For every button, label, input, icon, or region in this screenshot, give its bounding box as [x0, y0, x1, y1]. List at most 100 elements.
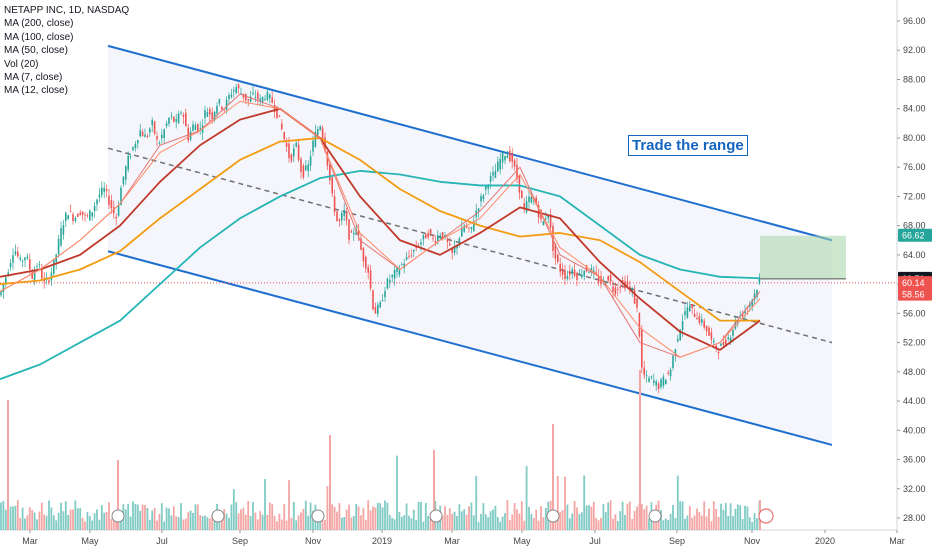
candle-body [393, 269, 396, 279]
candle-body [722, 341, 725, 345]
candle-body [504, 156, 506, 161]
candle-body [377, 304, 379, 315]
volume-bar [2, 500, 5, 530]
volume-bar [364, 519, 367, 530]
candle-body [542, 221, 545, 226]
candle-body [384, 291, 386, 298]
volume-bar [338, 503, 341, 530]
candle-body [194, 125, 197, 131]
earnings-marker [648, 509, 662, 523]
volume-bar [360, 515, 362, 530]
candle-body [655, 381, 657, 386]
candle-body [38, 264, 41, 266]
volume-bar [134, 504, 137, 530]
volume-bar [475, 475, 478, 530]
legend-symbol[interactable]: NETAPP INC, 1D, NASDAQ [4, 5, 130, 16]
volume-bar [729, 503, 732, 530]
candle-body [487, 185, 489, 189]
risk-reward-zones[interactable] [0, 235, 897, 284]
candle-body [24, 257, 26, 261]
candle-body [744, 310, 746, 314]
indicator-legend: NETAPP INC, 1D, NASDAQ MA (200, close) M… [4, 4, 129, 98]
legend-ma-12[interactable]: MA (12, close) [4, 85, 68, 97]
volume-bar [444, 506, 446, 530]
volume-bar [626, 503, 629, 530]
volume-bar [429, 513, 432, 530]
volume-bar [355, 503, 358, 530]
candle-body [489, 175, 492, 182]
legend-ma-200[interactable]: MA (200, close) [4, 18, 74, 30]
volume-bar [686, 515, 689, 530]
candle-body [518, 175, 521, 193]
legend-ma-100[interactable]: MA (100, close) [4, 31, 74, 43]
volume-bar [624, 514, 626, 530]
volume-bar [14, 505, 17, 530]
candle-body [451, 247, 453, 253]
volume-bar [573, 500, 576, 530]
candle-body [379, 302, 381, 308]
candle-body [36, 266, 38, 267]
volume-bar [38, 511, 41, 530]
y-tick-label: 64.00 [903, 250, 926, 260]
legend-ma-7[interactable]: MA (7, close) [4, 72, 63, 84]
y-tick-label: 48.00 [903, 367, 926, 377]
candle-body [240, 93, 242, 95]
volume-bar [614, 514, 617, 530]
volume-bar [595, 518, 598, 530]
volume-bar [271, 504, 274, 530]
candle-body [192, 124, 194, 131]
candle-body [535, 197, 537, 205]
volume-bar [597, 520, 600, 530]
volume-bar [604, 512, 607, 530]
y-tick-label: 72.00 [903, 191, 926, 201]
volume-bar [684, 518, 686, 530]
candle-body [62, 225, 65, 235]
target-zone [760, 235, 846, 279]
candle-body [677, 339, 679, 342]
volume-bar [93, 513, 96, 530]
volume-bar [43, 514, 46, 530]
volume-bar [369, 510, 372, 530]
volume-bar [523, 520, 526, 530]
volume-bar [696, 508, 698, 530]
candle-body [461, 227, 463, 237]
volume-bar [722, 509, 725, 530]
time-axis[interactable]: Mar May Jul Sep Nov 2019 Mar May Jul Sep Nov 2020 Ma… [22, 530, 905, 546]
candle-body [643, 367, 645, 376]
trade-range-annotation[interactable]: Trade the range [628, 135, 748, 156]
legend-volume[interactable]: Vol (20) [4, 58, 39, 70]
candle-body [626, 281, 629, 286]
candle-body [434, 240, 437, 243]
earnings-events[interactable] [111, 508, 774, 524]
candle-body [362, 247, 365, 262]
price-axis[interactable]: 96.00 92.00 88.00 84.00 80.00 76.00 72.00 68.00… [897, 16, 926, 523]
volume-spike [329, 435, 331, 530]
candle-body [689, 305, 691, 312]
candle-body [144, 134, 146, 138]
candle-body [96, 199, 98, 205]
volume-bar [136, 504, 139, 530]
volume-bar [67, 514, 70, 530]
volume-bar [396, 455, 398, 530]
candle-body [686, 307, 689, 318]
volume-bar [264, 479, 266, 530]
candle-body [305, 165, 307, 170]
candle-body [209, 109, 211, 115]
volume-bar [744, 505, 746, 530]
volume-bar [756, 518, 758, 530]
candle-body [559, 264, 561, 272]
candle-body [110, 199, 113, 209]
candle-body [521, 190, 523, 199]
volume-bar [412, 509, 415, 530]
volume-bar [400, 516, 403, 530]
candle-body [372, 290, 374, 310]
candle-body [153, 121, 156, 134]
candle-body [141, 131, 144, 137]
legend-ma-50[interactable]: MA (50, close) [4, 45, 68, 57]
channel-mid-line [107, 147, 833, 344]
volume-bar [151, 510, 154, 530]
volume-bar [321, 515, 324, 530]
y-tick-label: 88.00 [903, 74, 926, 84]
candle-body [571, 269, 573, 274]
